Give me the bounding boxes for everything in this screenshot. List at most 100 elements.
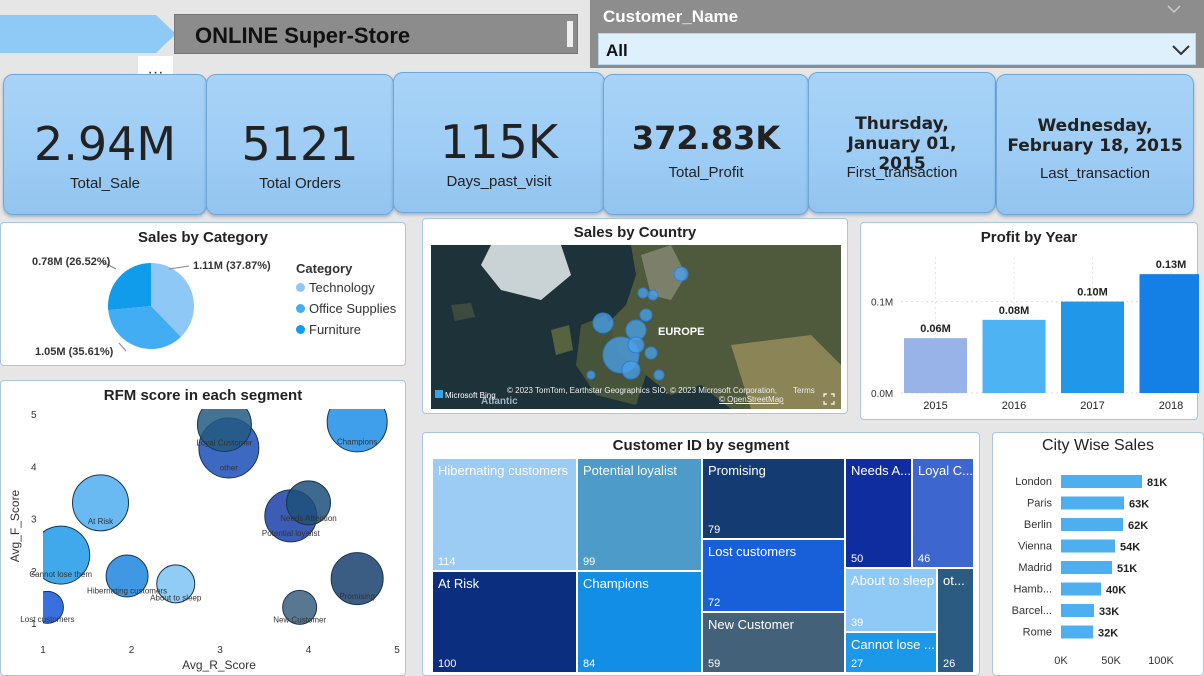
category-legend: Category Technology Office Supplies Furn… <box>296 261 396 337</box>
profit-bar-2018[interactable] <box>1139 274 1200 393</box>
city-bar-paris[interactable] <box>1061 496 1124 510</box>
profit-bar-2017[interactable] <box>1061 301 1124 393</box>
profit-bar-2016[interactable] <box>982 319 1046 393</box>
rfm-scatter-chart: 1 2 3 4 5 1 2 3 4 5 Avg_R_Score Avg_F_Score Champion… <box>8 392 400 672</box>
city-value-label: 81K <box>1147 477 1167 489</box>
treemap-tile-new-customer[interactable]: New Customer 59 <box>702 612 845 673</box>
legend-item-office-supplies[interactable]: Office Supplies <box>296 301 396 316</box>
legend-item-furniture[interactable]: Furniture <box>296 322 396 337</box>
x-tick-label: 0K <box>1054 655 1068 667</box>
panel-title: Sales by Country <box>573 224 697 241</box>
kpi-label: Days_past_visit <box>446 173 552 190</box>
treemap-tile-loyal-c[interactable]: Loyal C... 46 <box>912 458 974 568</box>
treemap-tile-lost-customers[interactable]: Lost customers 72 <box>702 539 845 612</box>
tile-value: 59 <box>708 658 721 670</box>
kpi-label: Last_transaction <box>1039 165 1151 182</box>
kpi-total-profit: 372.83K Total_Profit <box>603 74 809 215</box>
tile-value: 39 <box>851 617 864 629</box>
kpi-value: 115K <box>440 115 558 169</box>
pie-slice-technology[interactable] <box>151 263 195 337</box>
y-tick-label: 5 <box>31 410 37 421</box>
bar-data-label: 0.13M <box>1156 259 1187 271</box>
treemap-tile-hibernating-customers[interactable]: Hibernating customers 114 <box>432 458 577 571</box>
map-ocean-label: Atlantic <box>481 396 518 407</box>
city-bar-london[interactable] <box>1061 475 1142 488</box>
city-label: Berlin <box>1024 519 1052 531</box>
bubble-label: Loyal Customer <box>196 438 252 447</box>
slicer-collapse-icon[interactable] <box>1166 2 1182 16</box>
bubble-champions[interactable] <box>326 392 388 453</box>
bing-label: Microsoft Bing <box>445 391 496 400</box>
map-osm-link[interactable]: © OpenStreetMap <box>719 395 784 404</box>
sales-by-country-panel: Sales by Country EUROPE Atlantic Mi <box>422 218 848 414</box>
city-bar-madrid[interactable] <box>1061 561 1112 574</box>
bubble-about-to-sleep[interactable] <box>156 564 196 604</box>
tile-label: Promising <box>708 463 766 478</box>
map-terms-link[interactable]: Terms <box>793 386 815 395</box>
panel-title: Profit by Year <box>980 229 1078 246</box>
city-value-label: 51K <box>1117 563 1137 575</box>
panel-title: Customer ID by segment <box>612 437 790 454</box>
city-bar-hamb[interactable] <box>1061 582 1101 596</box>
treemap-tile-promising[interactable]: Promising 79 <box>702 458 845 539</box>
treemap-tile-potential-loyalist[interactable]: Potential loyalist 99 <box>577 458 702 571</box>
kpi-value: Thursday, January 01, 2015 <box>847 114 957 174</box>
treemap-tile-about-to-sleep[interactable]: About to sleep 39 <box>845 568 937 632</box>
treemap-area: Hibernating customers 114 At Risk 100 Potent… <box>432 458 977 673</box>
x-tick-label: 4 <box>306 645 312 656</box>
legend-label: Office Supplies <box>309 301 397 316</box>
city-bar-rome[interactable] <box>1061 625 1093 639</box>
city-bar-vienna[interactable] <box>1061 539 1115 553</box>
tile-label: Champions <box>583 576 649 591</box>
bing-logo: Microsoft Bing <box>435 390 496 400</box>
treemap-tile-needs-a[interactable]: Needs A... 50 <box>845 458 912 568</box>
pie-slice-office-supplies[interactable] <box>108 306 181 349</box>
city-value-label: 40K <box>1106 585 1126 597</box>
slicer-dropdown[interactable]: All <box>598 33 1196 65</box>
profit-bar-2015[interactable] <box>904 338 967 393</box>
x-tick-label: 3 <box>217 645 223 656</box>
legend-dot-icon <box>296 283 305 292</box>
header-arrow <box>0 15 176 53</box>
kpi-label: First_transaction <box>846 164 958 181</box>
map-view[interactable]: EUROPE Atlantic Microsoft Bing © 2023 To… <box>431 245 841 409</box>
treemap-tile-ot[interactable]: ot... 26 <box>937 568 974 673</box>
kpi-label: Total_Profit <box>668 164 744 181</box>
x-tick-label: 100K <box>1148 655 1174 667</box>
x-tick-label: 2016 <box>1002 400 1026 412</box>
bubble-at-risk[interactable] <box>72 474 130 532</box>
header-scroll-handle[interactable] <box>567 21 573 47</box>
kpi-last-transaction: Wednesday, February 18, 2015 Last_transa… <box>996 74 1194 215</box>
bubble-lost-customers[interactable] <box>31 590 64 624</box>
map-focus-icon[interactable] <box>823 392 835 405</box>
tile-value: 100 <box>438 658 457 670</box>
bubble-loyal-customer[interactable] <box>196 397 252 452</box>
legend-item-technology[interactable]: Technology <box>296 280 396 295</box>
city-label: Vienna <box>1018 541 1053 553</box>
kpi-value: 5121 <box>241 117 359 171</box>
tile-label: About to sleep <box>851 573 935 588</box>
x-tick-label: 1 <box>40 645 46 656</box>
tile-value: 72 <box>708 597 721 609</box>
tile-label: At Risk <box>438 576 480 591</box>
category-pie-chart: 1.11M (37.87%) 1.05M (35.61%) 0.78M (26.… <box>32 256 271 358</box>
bubble-promising[interactable] <box>330 552 384 606</box>
pie-slice-furniture[interactable] <box>108 263 151 311</box>
bubble-label: Potential loyalist <box>262 529 321 538</box>
city-label: Paris <box>1027 498 1053 510</box>
bubble-label: New Customer <box>273 616 326 625</box>
city-bar-barcel[interactable] <box>1061 604 1094 617</box>
treemap-tile-at-risk[interactable]: At Risk 100 <box>432 571 577 673</box>
treemap-tile-cannot-lose[interactable]: Cannot lose ... 27 <box>845 632 937 673</box>
bubble-cannot-lose-them[interactable] <box>32 525 91 585</box>
bubble-hibernating-customers[interactable] <box>105 554 149 598</box>
x-tick-label: 5 <box>394 645 400 656</box>
y-tick-label: 4 <box>31 462 37 473</box>
city-bar-berlin[interactable] <box>1061 518 1123 531</box>
bubble-needs-attention[interactable] <box>286 480 331 526</box>
treemap-tile-champions[interactable]: Champions 84 <box>577 571 702 673</box>
kpi-label: Total_Sale <box>69 175 141 192</box>
x-tick-label: 2015 <box>923 400 947 412</box>
bar-data-label: 0.06M <box>920 323 951 335</box>
bubble-new-customer[interactable] <box>282 589 318 625</box>
